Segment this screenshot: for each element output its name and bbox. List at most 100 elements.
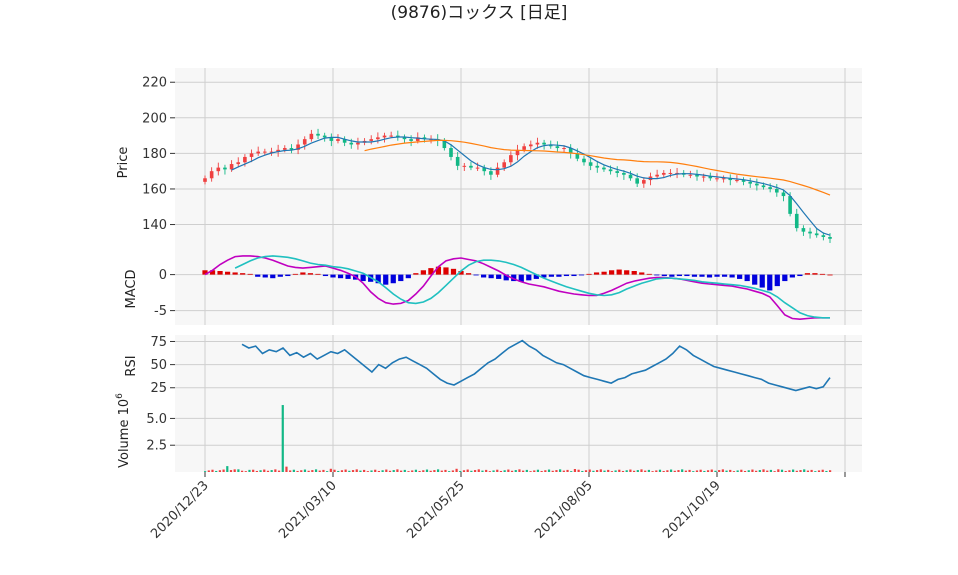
volume-exponent: 6	[115, 393, 125, 399]
volume-bar	[780, 469, 784, 472]
volume-bar	[248, 469, 251, 472]
rsi-ytick-label: 50	[150, 358, 167, 373]
candle-body	[535, 142, 540, 145]
macd-hist-bar	[428, 268, 434, 275]
volume-bar	[444, 469, 447, 472]
volume-bar	[640, 469, 643, 472]
price-ytick-label: 220	[142, 76, 167, 91]
volume-bar	[821, 469, 824, 472]
volume-bar	[621, 470, 625, 472]
volume-bar	[573, 469, 577, 472]
macd-hist-bar	[616, 269, 622, 275]
macd-hist-bar	[322, 274, 329, 277]
volume-bar	[695, 470, 699, 472]
volume-bar	[658, 469, 662, 472]
candle-body	[269, 151, 274, 153]
macd-hist-bar	[526, 274, 532, 281]
macd-hist-bar	[405, 274, 411, 279]
candle-body	[615, 171, 620, 173]
volume-bar	[636, 470, 639, 472]
volume-bar	[607, 469, 610, 472]
candle-body	[735, 180, 739, 182]
macd-hist-bar	[224, 271, 231, 275]
volume-bar	[499, 470, 503, 472]
volume-bar	[285, 466, 288, 472]
volume-bar	[825, 470, 828, 472]
volume-bar	[666, 470, 669, 472]
volume-bar	[577, 469, 580, 472]
candle-body	[336, 139, 340, 141]
macd-hist-bar	[774, 274, 780, 287]
candle-body	[794, 213, 799, 229]
volume-bar	[540, 470, 543, 472]
macd-hist-bar	[360, 274, 366, 282]
volume-bar	[806, 470, 810, 472]
candle-body	[768, 187, 772, 189]
volume-bar	[281, 405, 284, 472]
candle-body	[801, 228, 806, 232]
candle-body	[409, 139, 413, 141]
volume-bar	[725, 470, 728, 472]
candle-body	[316, 133, 320, 136]
volume-bar	[699, 469, 702, 472]
volume-bar	[729, 469, 732, 472]
macd-ylabel: MACD	[124, 270, 139, 309]
volume-bar	[344, 469, 347, 472]
volume-bar	[363, 469, 366, 472]
macd-hist-bar	[481, 274, 487, 278]
volume-bar	[755, 470, 758, 472]
volume-panel: 2.5 5.0 Volume 106	[115, 393, 862, 472]
macd-hist-bar	[767, 274, 773, 291]
candle-body	[382, 135, 387, 138]
volume-bar	[706, 470, 710, 472]
rsi-ylabel: RSI	[124, 355, 139, 376]
volume-bar	[326, 471, 329, 472]
volume-bar	[207, 470, 210, 472]
volume-bar	[396, 469, 399, 472]
volume-bar	[222, 469, 225, 472]
candle-body	[814, 233, 819, 236]
macd-hist-bar	[277, 274, 283, 277]
volume-bar	[507, 469, 510, 472]
volume-bar	[233, 469, 236, 472]
volume-bar	[385, 469, 388, 472]
candle-body	[495, 167, 500, 175]
volume-bar	[351, 470, 355, 472]
volume-bar	[703, 470, 706, 472]
candle-body	[828, 236, 832, 239]
candle-body	[661, 172, 666, 175]
volume-bar	[485, 469, 488, 472]
candle-body	[622, 172, 626, 175]
candle-body	[356, 142, 360, 145]
price-ytick-label: 140	[142, 218, 167, 233]
candle-body	[715, 178, 719, 180]
volume-bar	[477, 469, 480, 472]
macd-hist-bar	[827, 274, 833, 276]
volume-bars	[204, 405, 832, 472]
candle-body	[389, 135, 393, 137]
macd-hist-bar	[345, 274, 351, 279]
volume-bar	[292, 469, 295, 472]
rsi-panel: 25 50 75 RSI	[124, 335, 862, 397]
volume-bar	[488, 471, 491, 472]
volume-bar	[307, 470, 310, 472]
volume-bar	[721, 469, 724, 472]
macd-hist-bar	[202, 270, 208, 275]
candle-body	[216, 167, 221, 172]
macd-hist-bar	[563, 274, 570, 277]
rsi-ytick-label: 75	[150, 335, 167, 350]
volume-bar	[536, 469, 540, 472]
macd-line	[204, 255, 830, 321]
volume-ytick-label: 5.0	[146, 412, 167, 427]
volume-bar	[651, 471, 654, 472]
macd-hist-bar	[209, 270, 216, 275]
volume-bar	[799, 470, 802, 472]
volume-bar	[610, 471, 614, 472]
macd-hist-bar	[262, 274, 268, 278]
candle-body	[223, 167, 227, 170]
candle-body	[642, 180, 646, 184]
candle-body	[342, 139, 347, 143]
volume-bar	[581, 470, 584, 472]
volume-bar	[714, 470, 717, 472]
candle-body	[482, 167, 487, 172]
